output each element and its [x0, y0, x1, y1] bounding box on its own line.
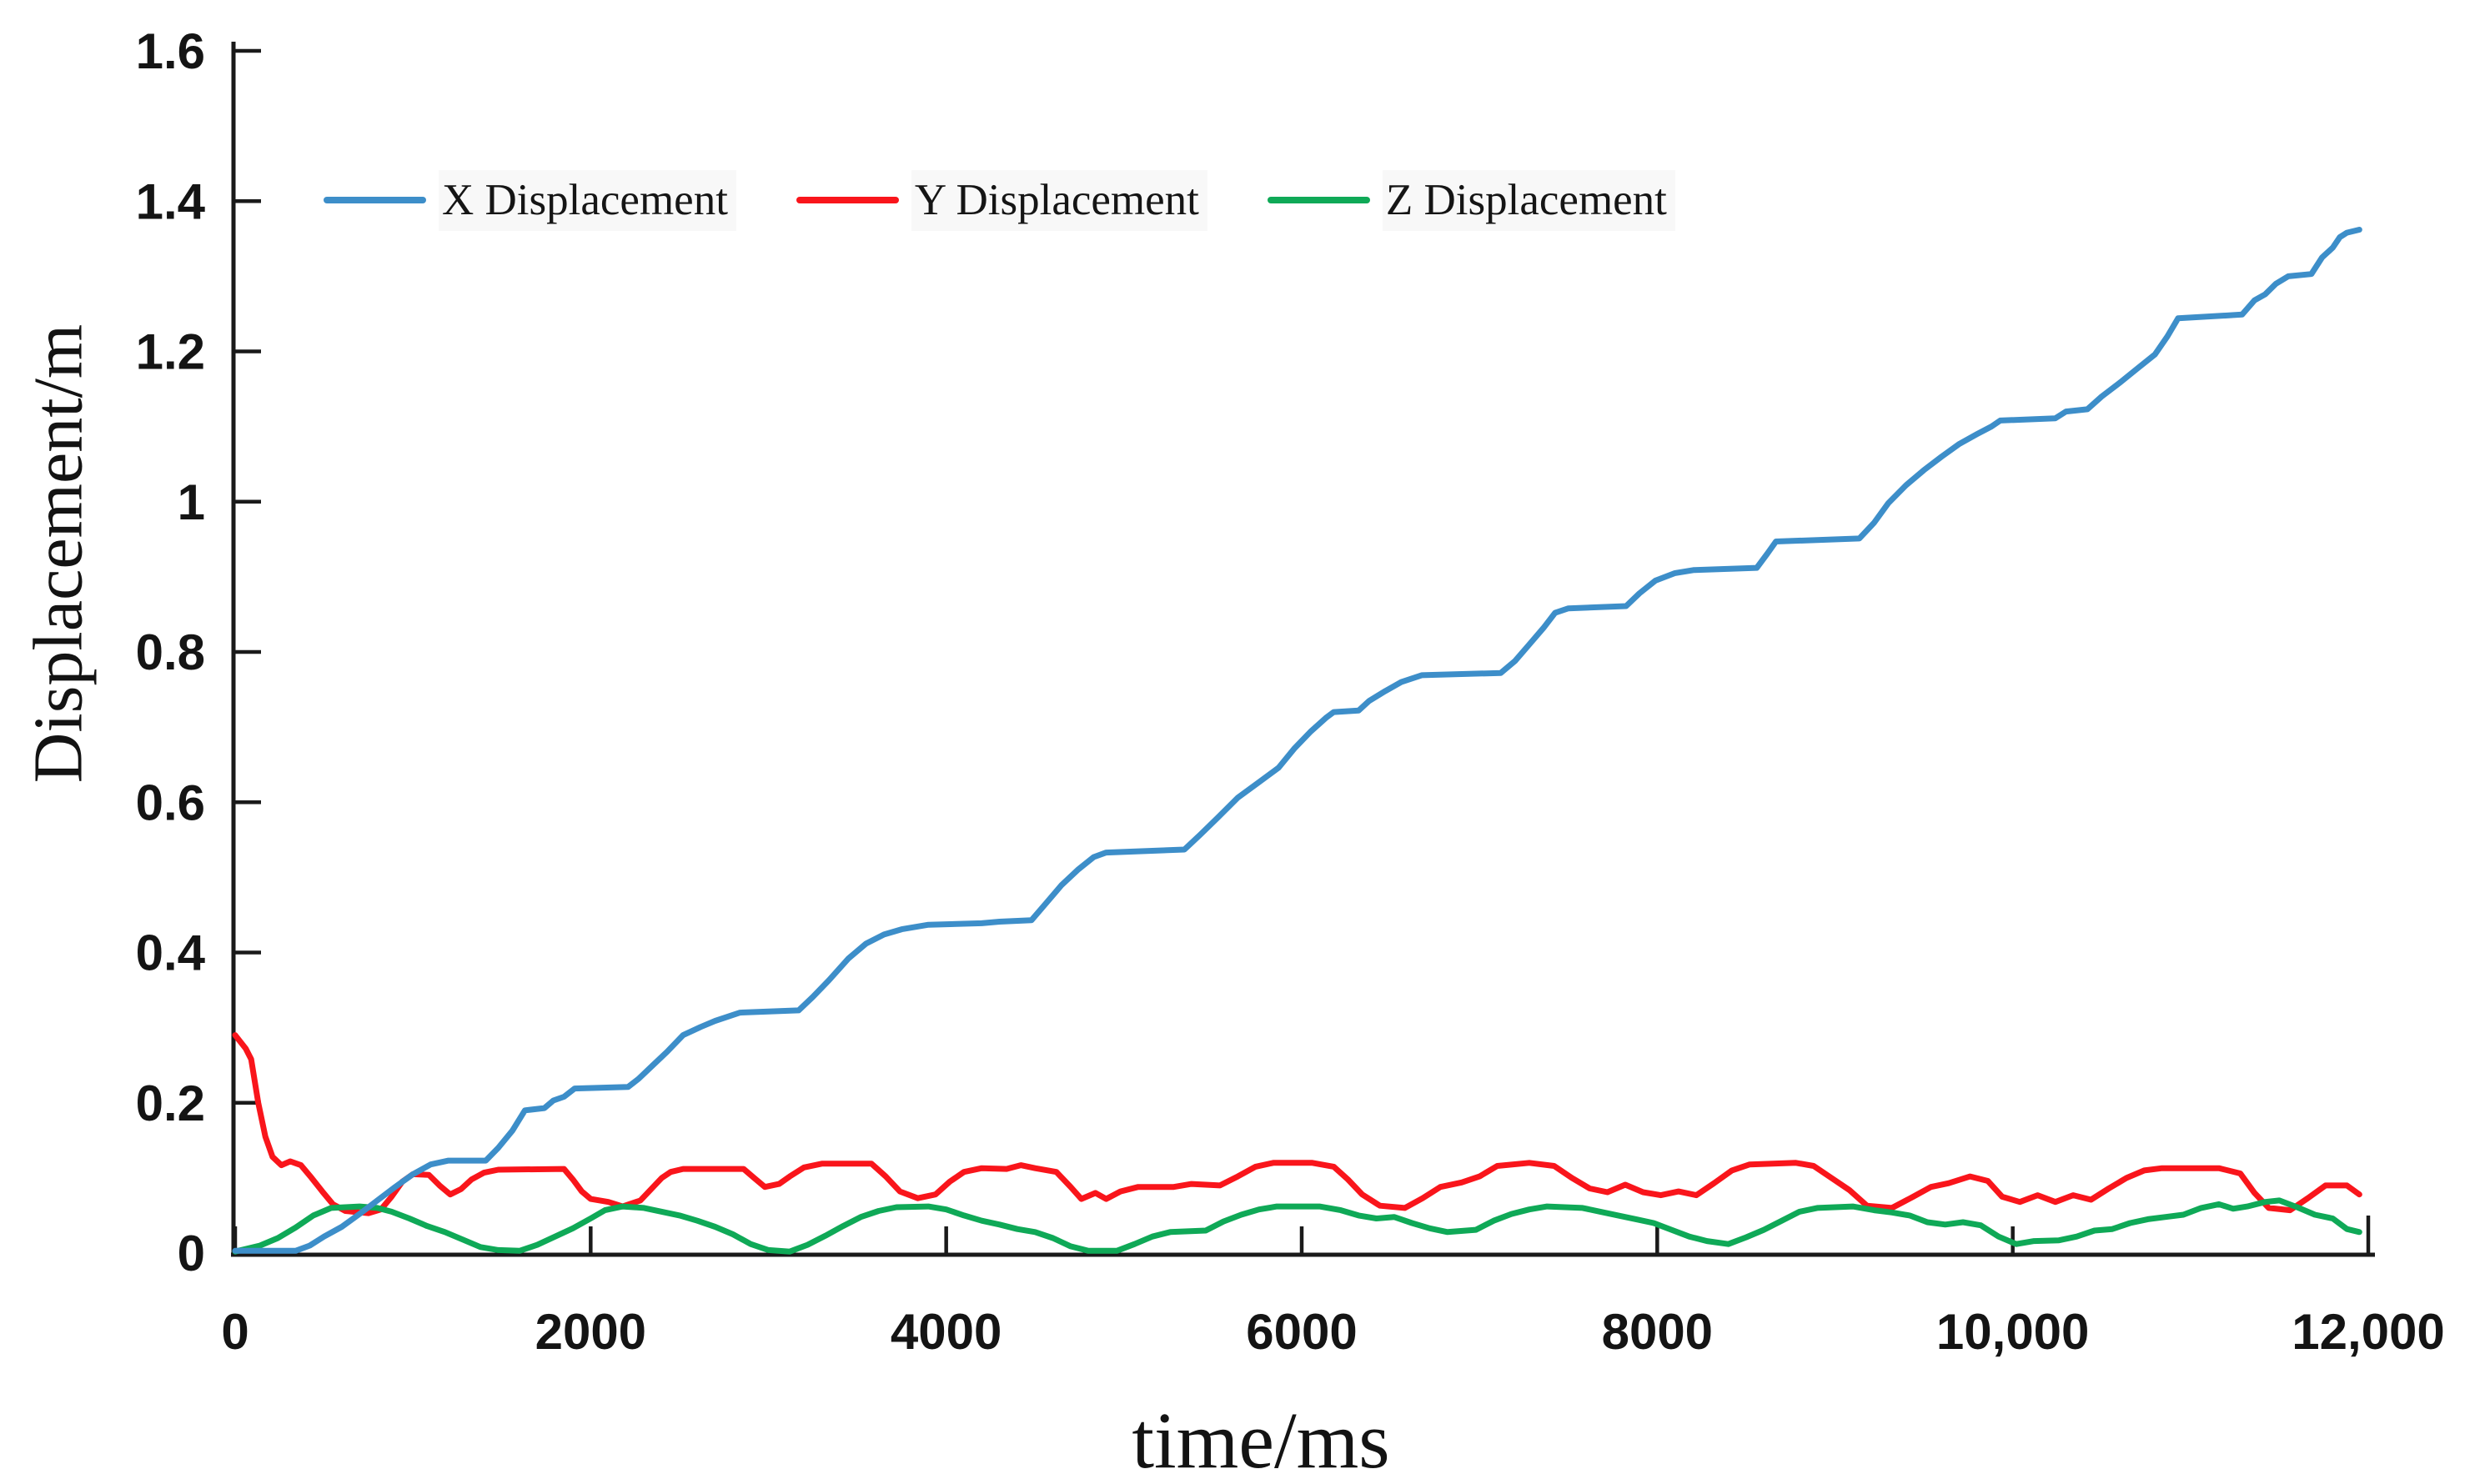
y-tick-label: 1.6	[136, 23, 205, 79]
y-tick-label: 0.2	[136, 1075, 205, 1131]
y-tick-label: 0.4	[136, 925, 206, 981]
y-tick-label: 1.4	[136, 173, 206, 229]
series-line-x-displacement	[232, 227, 2362, 1254]
series-line-y-displacement	[232, 1032, 2362, 1216]
x-tick-label: 10,000	[1936, 1304, 2090, 1360]
y-displacement-line-swatch-icon	[796, 197, 899, 204]
legend-item-z-displacement: Z Displacement	[1267, 170, 1675, 231]
legend-item-y-displacement: Y Displacement	[796, 170, 1207, 231]
x-tick-label: 12,000	[2292, 1304, 2445, 1360]
y-axis-title: Displacement/m	[19, 323, 98, 784]
z-displacement-line-swatch-icon	[1267, 197, 1370, 204]
x-tick-label: 2000	[535, 1304, 646, 1360]
y-tick-label: 0.8	[136, 624, 205, 680]
x-tick-label: 4000	[891, 1304, 1002, 1360]
y-tick-label: 0.6	[136, 775, 205, 830]
y-tick-label: 1	[178, 474, 205, 530]
y-tick-label: 0	[178, 1226, 205, 1281]
legend-label-y-displacement: Y Displacement	[911, 170, 1207, 231]
x-displacement-line-swatch-icon	[324, 197, 426, 204]
legend: X Displacement Y Displacement Z Displace…	[324, 170, 1675, 231]
x-tick-label: 0	[221, 1304, 249, 1360]
legend-item-x-displacement: X Displacement	[324, 170, 736, 231]
x-axis-title: time/ms	[1132, 1396, 1390, 1484]
series-line-z-displacement	[232, 1197, 2362, 1255]
x-tick-label: 6000	[1246, 1304, 1357, 1360]
legend-label-x-displacement: X Displacement	[439, 170, 736, 231]
legend-label-z-displacement: Z Displacement	[1382, 170, 1675, 231]
x-tick-label: 8000	[1602, 1304, 1713, 1360]
y-tick-label: 1.2	[136, 324, 205, 380]
